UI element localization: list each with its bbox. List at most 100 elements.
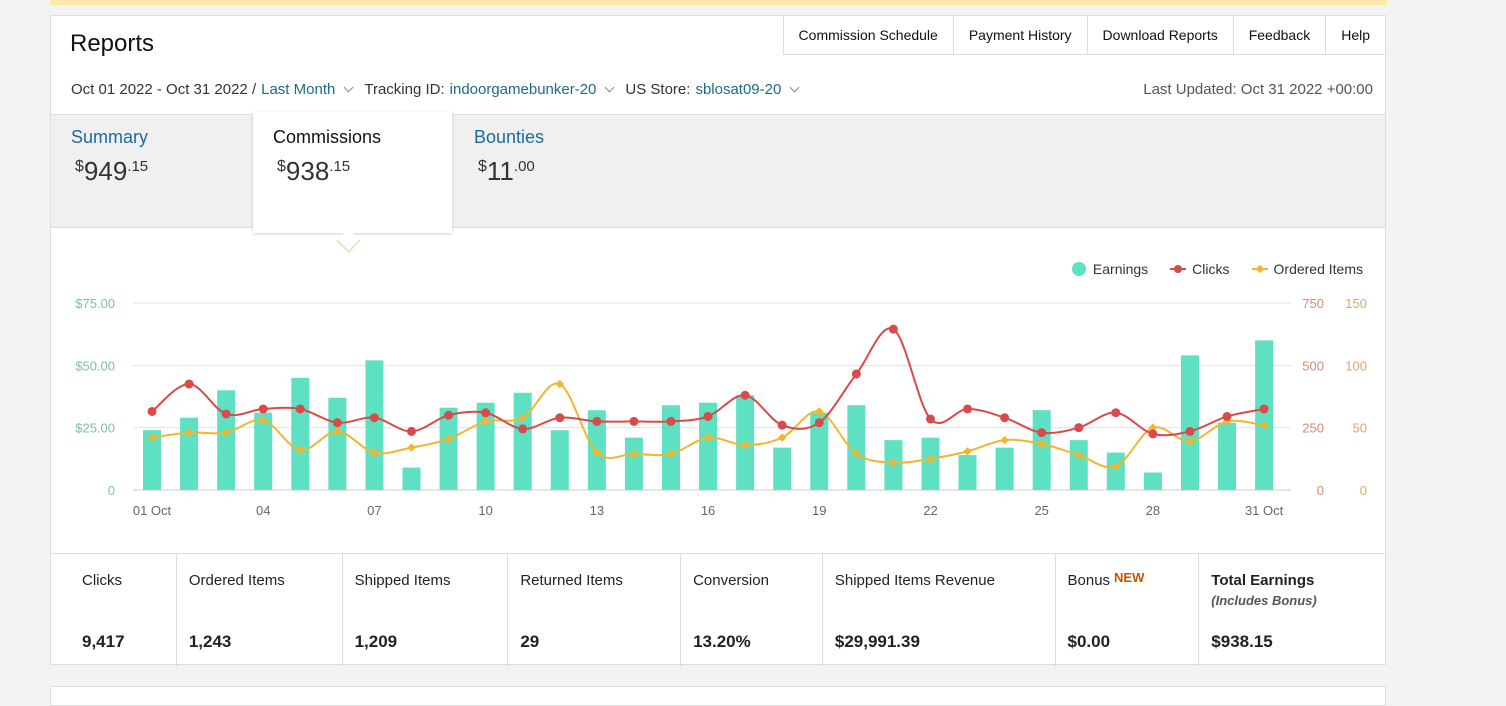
y-right-tick-label: 150 xyxy=(1345,296,1367,311)
metric-label: Shipped Items xyxy=(354,572,451,589)
ordered-items-point xyxy=(963,447,972,456)
ordered-items-point xyxy=(333,427,342,436)
tab-download-reports[interactable]: Download Reports xyxy=(1088,16,1234,54)
ordered-items-point xyxy=(518,413,527,422)
clicks-point xyxy=(777,420,787,430)
currency-symbol: $ xyxy=(75,158,84,175)
earnings-bar xyxy=(624,437,643,490)
ordered-items-point xyxy=(147,433,157,442)
x-tick-label: 19 xyxy=(812,503,826,518)
next-card xyxy=(50,686,1386,706)
clicks-point xyxy=(851,369,861,379)
clicks-point xyxy=(184,379,194,389)
metric-label: Total Earnings xyxy=(1211,572,1315,589)
clicks-point xyxy=(888,324,898,334)
clicks-point xyxy=(481,408,491,418)
tab-help[interactable]: Help xyxy=(1341,27,1370,43)
earnings-bar xyxy=(1218,422,1237,490)
earnings-bar xyxy=(958,455,977,490)
ordered-items-point xyxy=(555,379,565,389)
stat-commissions[interactable]: Commissions $ 938 .15 xyxy=(273,114,381,187)
earnings-bar xyxy=(217,390,236,490)
earnings-bar xyxy=(1180,355,1199,490)
earnings-bar xyxy=(365,360,384,490)
stat-label-bounties[interactable]: Bounties xyxy=(474,127,545,147)
clicks-marker-icon xyxy=(1170,265,1187,273)
y-left-tick-label: 0 xyxy=(108,483,115,498)
earnings-bar xyxy=(1255,340,1274,490)
y-left-tick-label: $75.00 xyxy=(75,296,115,311)
x-tick-label: 10 xyxy=(478,503,492,518)
metric-value: $0.00 xyxy=(1067,632,1111,651)
ordered-items-point xyxy=(666,449,676,459)
date-range-text: Oct 01 2022 - Oct 31 2022 / xyxy=(71,81,257,98)
ordered-items-point xyxy=(1259,420,1269,430)
earnings-bar xyxy=(1106,452,1125,490)
earnings-bar xyxy=(550,430,569,490)
y-left-tick-label: $50.00 xyxy=(75,358,115,373)
stat-label-summary[interactable]: Summary xyxy=(71,127,149,147)
clicks-point xyxy=(1259,404,1269,414)
earnings-bar xyxy=(328,397,347,490)
ordered-items-point xyxy=(258,415,268,425)
clicks-point xyxy=(518,424,528,434)
earnings-bar xyxy=(439,407,458,490)
tracking-label: Tracking ID: xyxy=(364,81,445,98)
legend-item-ordered-items[interactable]: Ordered Items xyxy=(1251,261,1363,277)
amount-cents: .15 xyxy=(127,158,149,175)
amount-cents: .15 xyxy=(329,158,351,175)
clicks-point xyxy=(963,404,973,414)
earnings-bar xyxy=(921,437,940,490)
ordered-items-point xyxy=(592,448,602,457)
ordered-items-point xyxy=(1037,439,1046,449)
metric-returned-items: Returned Items 29 xyxy=(508,554,682,667)
clicks-point xyxy=(814,418,824,428)
y-left-tick-label: $25.00 xyxy=(75,421,115,436)
legend-item-earnings[interactable]: Earnings xyxy=(1071,261,1148,277)
tracking-id-dropdown[interactable]: indoorgamebunker-20 xyxy=(449,81,597,98)
store-dropdown[interactable]: sblosat09-20 xyxy=(695,81,782,98)
stat-value-commissions: $ 938 .15 xyxy=(277,156,381,187)
store-label: US Store: xyxy=(625,81,691,98)
active-stat-panel xyxy=(253,112,452,233)
clicks-point xyxy=(295,404,305,414)
clicks-point xyxy=(1222,411,1232,421)
clicks-point xyxy=(925,414,935,424)
earnings-bar xyxy=(476,402,495,490)
metric-value: 1,209 xyxy=(354,632,398,651)
y-mid-tick-label: 750 xyxy=(1302,296,1324,311)
amount-whole: 949 xyxy=(83,156,128,186)
amount-whole: 938 xyxy=(285,156,330,186)
report-tabs: Commission Schedule Payment History Down… xyxy=(782,16,1385,55)
clicks-point xyxy=(555,413,565,423)
tab-commission-schedule[interactable]: Commission Schedule xyxy=(784,16,954,54)
x-tick-label: 28 xyxy=(1146,503,1160,518)
stat-bounties[interactable]: Bounties $ 11 .00 xyxy=(474,114,544,187)
legend-item-clicks[interactable]: Clicks xyxy=(1170,261,1230,277)
bonus-label: Bonus xyxy=(1067,572,1111,589)
metric-sublabel: (Includes Bonus) xyxy=(1211,593,1317,608)
ordered-items-point xyxy=(444,434,453,444)
earnings-bar xyxy=(1143,472,1162,490)
ordered-items-point xyxy=(740,440,750,450)
earnings-bar xyxy=(995,447,1014,490)
metric-value: 13.20% xyxy=(693,632,751,651)
y-mid-tick-label: 0 xyxy=(1317,483,1324,498)
tab-feedback[interactable]: Feedback xyxy=(1234,16,1327,54)
clicks-point xyxy=(703,411,713,421)
metric-label: Ordered Items xyxy=(188,572,285,589)
metric-shipped-items-revenue: Shipped Items Revenue $29,991.39 xyxy=(823,554,1056,667)
currency-symbol: $ xyxy=(277,158,286,175)
ordered-items-point xyxy=(926,454,935,464)
metric-label: Shipped Items Revenue xyxy=(834,572,995,589)
ordered-items-point xyxy=(703,433,713,442)
earnings-bar xyxy=(847,405,866,490)
metric-clicks: Clicks 9,417 xyxy=(51,554,177,667)
earnings-bar xyxy=(254,412,273,490)
tab-payment-history[interactable]: Payment History xyxy=(954,16,1088,54)
stat-summary[interactable]: Summary $ 949 .15 xyxy=(71,114,148,187)
x-tick-label: 31 Oct xyxy=(1245,503,1284,518)
period-dropdown[interactable]: Last Month xyxy=(261,81,336,98)
earnings-bar xyxy=(661,405,680,490)
earnings-chart: 0 $25.00 $50.00 $75.00 0 250 500 750 0 50 100 150 01… xyxy=(75,296,1367,518)
